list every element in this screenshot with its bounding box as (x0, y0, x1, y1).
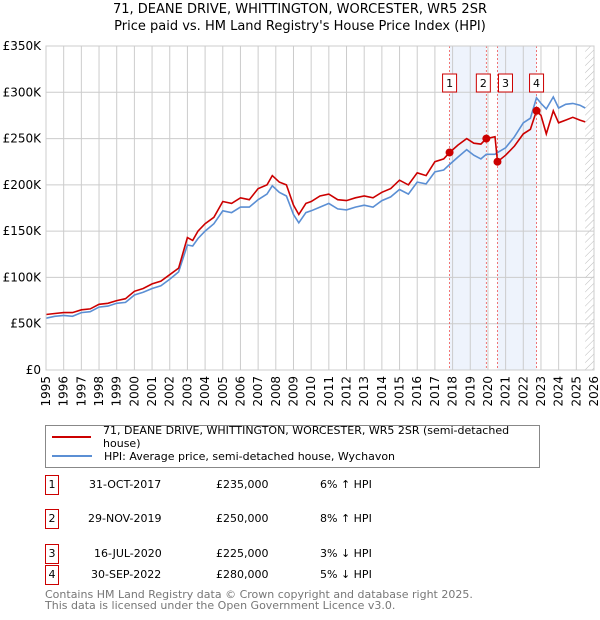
chart-subtitle: Price paid vs. HM Land Registry's House … (114, 19, 486, 34)
legend-item-hpi: HPI: Average price, semi-detached house,… (52, 448, 395, 464)
sale-price: £235,000 (216, 478, 269, 491)
sale-date: 29-NOV-2019 (88, 512, 162, 525)
series-line (45, 95, 586, 319)
x-tick-label: 2011 (322, 376, 336, 407)
x-tick-label: 2004 (198, 376, 212, 407)
series-line (45, 108, 586, 316)
sale-label: 1 (446, 77, 453, 90)
y-tick-label: £300K (3, 85, 43, 99)
sale-point (482, 134, 491, 143)
sale-label: 2 (480, 77, 487, 90)
y-tick-label: £50K (10, 317, 42, 331)
y-tick-label: £0 (26, 363, 41, 377)
price-chart: 1995 1996 1997 1998 1999 2000 2001 2002 2003 2004… (3, 39, 600, 407)
shaded-range (497, 46, 537, 370)
legend-label: HPI: Average price, semi-detached house,… (104, 449, 396, 463)
x-tick-label: 2023 (534, 376, 548, 407)
x-tick-label: 2002 (163, 376, 177, 407)
x-tick-label: 2008 (269, 376, 283, 407)
y-tick-label: £250K (3, 132, 43, 146)
x-tick-label: 2024 (552, 376, 566, 407)
sale-number: 1 (45, 475, 59, 495)
x-tick-label: 2021 (499, 376, 513, 407)
sale-date: 16-JUL-2020 (94, 547, 162, 560)
chart-title: 71, DEANE DRIVE, WHITTINGTON, WORCESTER,… (112, 2, 487, 17)
legend-label: 71, DEANE DRIVE, WHITTINGTON, WORCESTER,… (103, 424, 510, 450)
sale-point (493, 157, 502, 166)
sale-point (445, 148, 454, 157)
sale-label-box (497, 73, 513, 93)
footer-licence: This data is licensed under the Open Gov… (45, 599, 396, 612)
footer: Contains HM Land Registry data © Crown c… (45, 589, 473, 611)
legend-item-property: 71, DEANE DRIVE, WHITTINGTON, WORCESTER,… (52, 424, 539, 450)
x-tick-label: 2015 (393, 376, 407, 407)
x-tick-label: 2014 (375, 376, 389, 407)
x-tick-label: 2000 (127, 376, 141, 407)
x-tick-label: 2009 (286, 376, 300, 407)
x-tick-label: 2013 (357, 376, 371, 407)
x-tick-label: 2006 (233, 376, 247, 407)
x-tick-label: 2012 (340, 376, 354, 407)
x-tick-label: 1999 (110, 376, 124, 407)
y-tick-label: £150K (3, 224, 43, 238)
x-tick-label: 2007 (251, 376, 265, 407)
sale-number: 2 (45, 509, 59, 529)
sale-hpi-diff: 8% ↑ HPI (320, 512, 372, 525)
x-tick-label: 2001 (145, 376, 159, 407)
sale-price: £280,000 (216, 568, 269, 581)
x-tick-label: 2020 (481, 376, 495, 407)
sale-price: £250,000 (216, 512, 269, 525)
sale-label: 3 (502, 77, 509, 90)
shaded-range (449, 46, 487, 370)
x-tick-label: 2016 (410, 376, 424, 407)
legend-swatch-blue (52, 455, 92, 457)
y-tick-label: £350K (3, 39, 43, 53)
sale-point (532, 106, 541, 115)
x-tick-label: 1998 (92, 376, 106, 407)
footer-copyright: Contains HM Land Registry data © Crown c… (45, 588, 473, 601)
legend: 71, DEANE DRIVE, WHITTINGTON, WORCESTER,… (45, 424, 540, 468)
sale-hpi-diff: 6% ↑ HPI (320, 478, 372, 491)
x-tick-label: 2010 (304, 376, 318, 407)
forecast-hatch (585, 46, 594, 370)
x-tick-label: 2025 (569, 376, 583, 407)
x-tick-label: 1997 (74, 376, 88, 407)
x-tick-label: 2018 (446, 376, 460, 407)
sale-label-box (442, 73, 458, 93)
x-tick-label: 2017 (428, 376, 442, 407)
sale-date: 30-SEP-2022 (91, 568, 162, 581)
sale-number: 4 (45, 565, 59, 585)
sale-label-box (475, 73, 491, 93)
x-tick-label: 2005 (216, 376, 230, 407)
sale-price: £225,000 (216, 547, 269, 560)
x-tick-label: 1996 (57, 376, 71, 407)
sale-label-box (529, 73, 545, 93)
x-tick-label: 2022 (516, 376, 530, 407)
sale-date: 31-OCT-2017 (89, 478, 162, 491)
sale-hpi-diff: 3% ↓ HPI (320, 547, 372, 560)
x-tick-label: 2026 (587, 376, 600, 407)
sale-label: 4 (533, 77, 540, 90)
sale-hpi-diff: 5% ↓ HPI (320, 568, 372, 581)
y-tick-label: £100K (3, 270, 43, 284)
x-tick-label: 2019 (463, 376, 477, 407)
x-tick-label: 2003 (180, 376, 194, 407)
sale-number: 3 (45, 544, 59, 564)
plot-border (45, 45, 595, 371)
x-tick-label: 1995 (39, 376, 53, 407)
y-tick-label: £200K (3, 178, 43, 192)
legend-swatch-red (52, 436, 92, 438)
